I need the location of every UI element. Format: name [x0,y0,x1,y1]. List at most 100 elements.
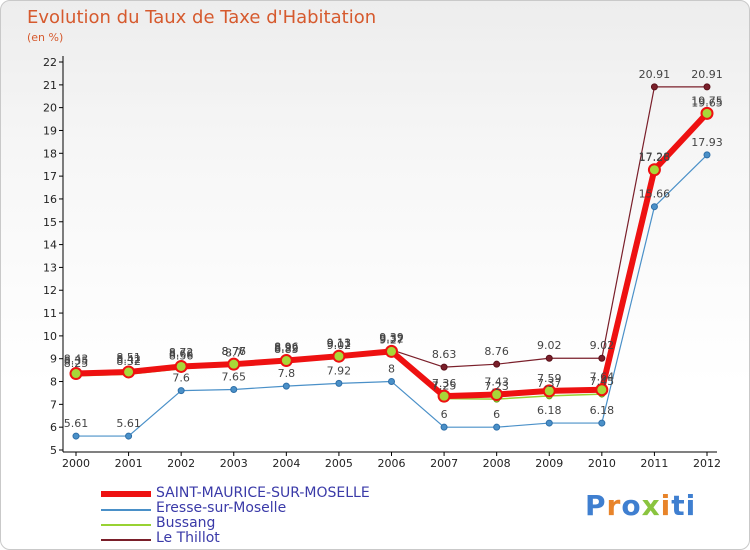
data-label-eresse: 6.18 [590,404,615,417]
data-point-saint-maurice [279,354,293,368]
legend-swatch-saint-maurice [101,491,151,497]
data-label-bussang: 7.37 [537,377,562,390]
series-line-le-thillot [75,86,707,373]
data-point-eresse [493,423,501,431]
data-label-saint-maurice: 8.66 [169,347,194,360]
data-label-bussang: 8.32 [116,355,141,368]
data-label-saint-maurice: 7.36 [432,377,457,390]
x-tick-label: 2011 [640,457,668,470]
data-label-le-thillot: 20.91 [691,68,723,81]
series-line-eresse [76,154,708,437]
data-point-le-thillot [598,354,606,362]
data-point-eresse [177,387,185,395]
data-label-bussang: 7.45 [590,375,615,388]
data-label-saint-maurice: 7.43 [484,376,509,389]
y-tick-label: 14 [43,239,57,252]
y-tick-label: 10 [43,330,57,343]
data-label-le-thillot: 8.77 [222,345,247,358]
proxiti-logo: Proxiti [585,489,697,522]
y-tick-label: 7 [50,398,57,411]
y-tick-label: 18 [43,147,57,160]
data-label-saint-maurice: 8.42 [116,353,141,366]
legend-label: SAINT-MAURICE-SUR-MOSELLE [156,485,370,501]
data-label-le-thillot: 8.51 [116,351,141,364]
data-label-eresse: 8 [388,363,395,376]
data-label-bussang: 8.25 [64,357,89,370]
x-tick-label: 2009 [535,457,563,470]
data-point-eresse [650,203,658,211]
data-label-bussang: 8.7 [225,347,243,360]
data-label-saint-maurice: 9.11 [327,337,352,350]
y-tick-label: 16 [43,193,57,206]
y-tick-label: 5 [50,444,57,457]
data-label-saint-maurice: 19.75 [691,94,723,107]
data-label-eresse: 5.61 [116,417,141,430]
data-point-saint-maurice [385,344,398,358]
data-label-le-thillot: 9.02 [590,339,615,352]
data-label-bussang: 7.25 [432,380,457,393]
data-label-saint-maurice: 8.76 [222,345,247,358]
data-label-eresse: 17.93 [691,136,723,149]
legend-item-bussang: Bussang [101,515,421,532]
legend-swatch-bussang [101,524,151,526]
data-point-saint-maurice [174,359,188,373]
data-label-le-thillot: 8.63 [432,348,457,361]
data-label-le-thillot: 20.91 [639,68,671,81]
data-label-le-thillot: 9.13 [327,337,352,350]
legend-label: Le Thillot [156,530,220,546]
data-label-le-thillot: 8.76 [484,345,509,358]
data-point-eresse [335,379,343,387]
legend-item-eresse: Eresse-sur-Moselle [101,500,421,517]
data-label-eresse: 7.8 [278,367,296,380]
data-point-eresse [282,382,290,390]
legend-swatch-le-thillot [101,539,151,541]
x-tick-label: 2004 [272,457,300,470]
data-label-le-thillot: 8.72 [169,346,194,359]
unit-label: (en %) [27,31,64,44]
data-point-le-thillot [703,83,711,91]
legend: SAINT-MAURICE-SUR-MOSELLE Eresse-sur-Mos… [101,485,421,547]
data-point-le-thillot [493,360,501,368]
data-point-eresse [125,432,133,440]
data-point-eresse [545,419,553,427]
x-tick-label: 2001 [115,457,143,470]
y-tick-label: 17 [43,170,57,183]
y-tick-label: 13 [43,261,57,274]
data-label-eresse: 6 [493,408,500,421]
data-label-bussang: 19.65 [691,97,723,110]
data-point-saint-maurice [700,106,714,120]
x-tick-label: 2000 [62,457,90,470]
x-tick-label: 2007 [430,457,458,470]
y-tick-label: 9 [50,353,57,366]
data-label-saint-maurice: 9.32 [379,332,404,345]
y-tick-label: 22 [43,56,57,69]
data-label-bussang: 17.26 [639,151,671,164]
data-label-saint-maurice: 7.59 [537,372,562,385]
data-point-eresse [230,386,238,394]
series-lines [69,83,714,440]
data-label-saint-maurice: 8.92 [274,342,299,355]
x-tick-label: 2006 [378,457,406,470]
data-point-eresse [72,432,80,440]
y-tick-label: 12 [43,284,57,297]
x-tick-label: 2012 [693,457,721,470]
data-label-eresse: 6.18 [537,404,562,417]
data-label-eresse: 6 [441,408,448,421]
data-point-saint-maurice [332,349,346,363]
data-point-saint-maurice [437,389,451,403]
y-tick-label: 6 [50,421,57,434]
x-tick-label: 2003 [220,457,248,470]
data-label-saint-maurice: 17.28 [639,151,671,164]
legend-item-le-thillot: Le Thillot [101,530,421,547]
axes: 5 6 7 8 9 10 11 12 13 14 15 16 17 18 19 20 21 22 2000 2001 2… [43,56,721,470]
data-point-saint-maurice [69,367,83,381]
data-label-bussang: 7.23 [484,380,509,393]
data-point-le-thillot [440,363,448,371]
y-tick-label: 15 [43,216,57,229]
y-tick-label: 21 [43,79,57,92]
data-label-eresse: 7.65 [222,371,247,384]
data-label-le-thillot: 8.43 [64,353,89,366]
data-point-eresse [440,423,448,431]
data-point-eresse [598,419,606,427]
